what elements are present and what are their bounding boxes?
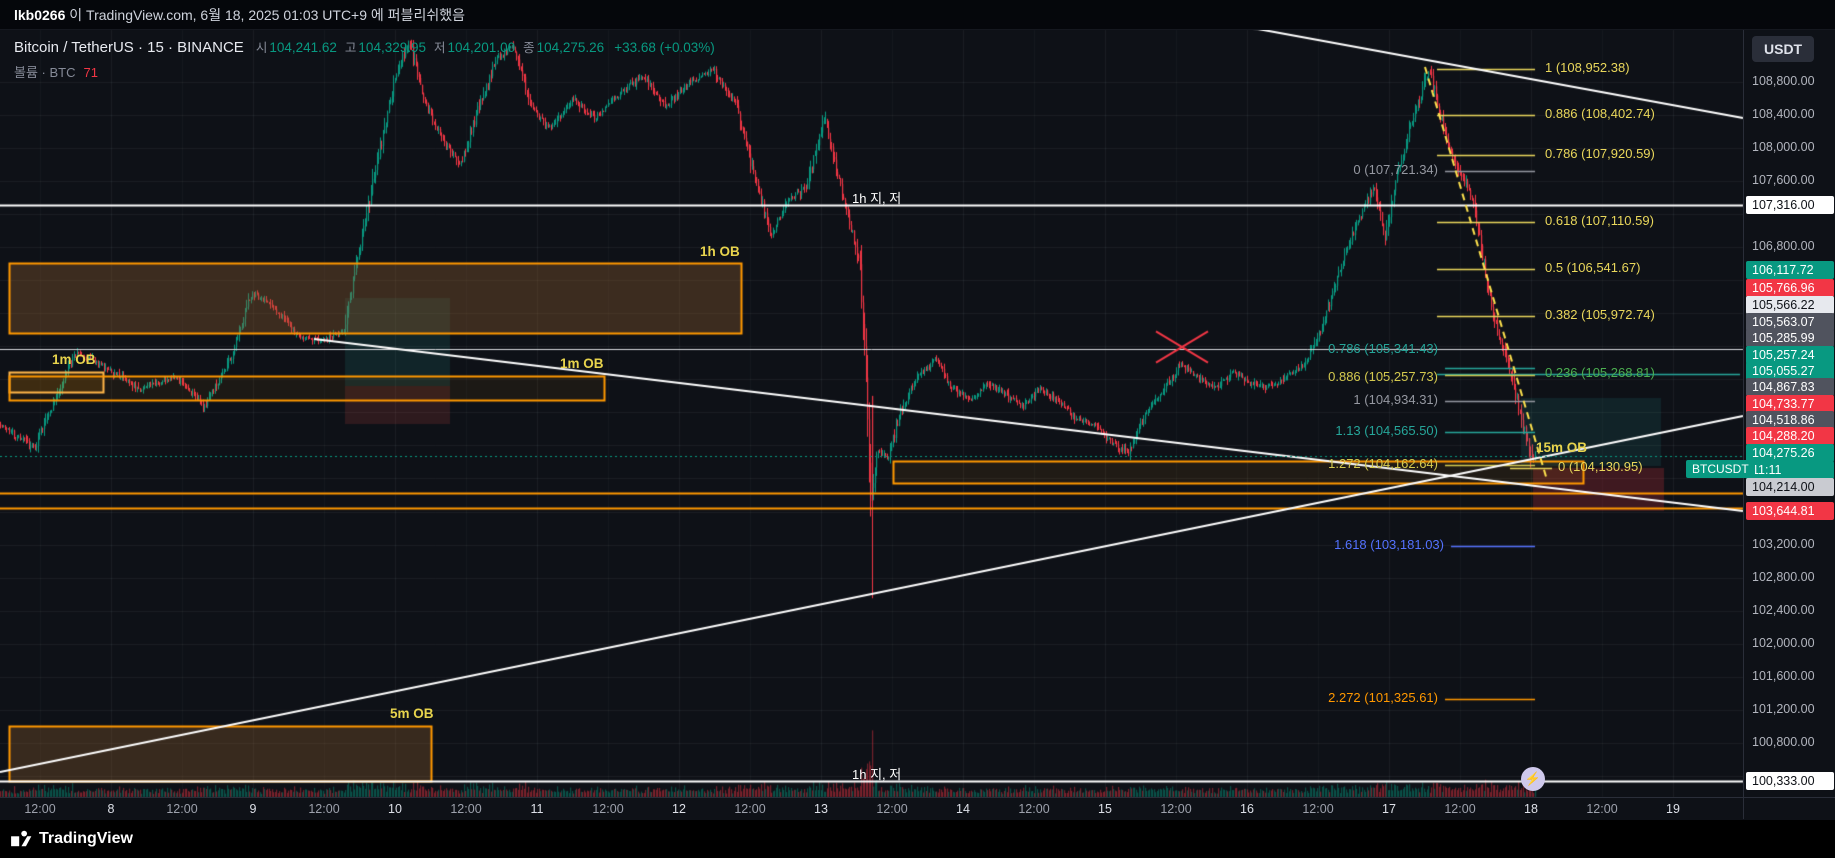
- price-axis-label: 102,400.00: [1752, 602, 1815, 617]
- volume-label[interactable]: 볼륨 · BTC: [14, 65, 76, 80]
- footer-bar: TradingView: [0, 820, 1835, 858]
- price-axis-tag: 105,563.07: [1746, 313, 1834, 331]
- close-value: 104,275.26: [536, 40, 605, 55]
- price-axis-tag: 104,733.77: [1746, 395, 1834, 413]
- time-axis-label: 12:00: [24, 802, 56, 816]
- price-axis[interactable]: 108,800.00 108,400.00 108,000.00 107,600.00…: [1743, 30, 1835, 819]
- time-axis-label: 14: [956, 802, 970, 816]
- time-axis-label: 12:00: [166, 802, 198, 816]
- price-axis-label: 108,400.00: [1752, 107, 1815, 122]
- open-value: 104,241.62: [269, 40, 337, 55]
- currency-badge[interactable]: USDT: [1752, 36, 1815, 62]
- time-axis-label: 12:00: [592, 802, 624, 816]
- time-axis-label: 11: [530, 802, 544, 816]
- time-axis-label: 9: [249, 802, 257, 816]
- low-label: 저: [434, 41, 446, 55]
- time-axis-label: 8: [107, 802, 115, 816]
- price-axis-tag: 105,257.24: [1746, 346, 1834, 364]
- low-value: 104,201.00: [447, 40, 516, 55]
- time-axis-label: 12:00: [1160, 802, 1192, 816]
- tradingview-logo-icon: [11, 830, 32, 847]
- publish-info-text: 이 TradingView.com, 6월 18, 2025 01:03 UTC…: [65, 6, 465, 23]
- publish-bar: lkb0266 이 TradingView.com, 6월 18, 2025 0…: [0, 0, 1835, 30]
- time-axis-label: 10: [388, 802, 402, 816]
- volume-value: 71: [83, 65, 98, 80]
- open-label: 시: [255, 41, 268, 55]
- price-axis-tag: 104,288.20: [1746, 427, 1834, 445]
- ohlc-readout: 시 104,241.62 고 104,329.95 저 104,201.00 종 104…: [256, 37, 715, 56]
- price-axis-tag: 107,316.00: [1746, 196, 1834, 214]
- time-axis-label: 19: [1666, 802, 1680, 816]
- time-axis-label: 12:00: [450, 802, 482, 816]
- price-axis-label: 103,200.00: [1752, 536, 1815, 551]
- time-axis-label: 12:00: [1444, 802, 1476, 816]
- reaction-icon[interactable]: ⚡: [1521, 767, 1545, 791]
- price-axis-tag: 106,117.72: [1746, 261, 1834, 279]
- time-axis-label: 17: [1382, 802, 1396, 816]
- price-axis-label: 100,800.00: [1752, 734, 1815, 749]
- price-axis-label: 102,000.00: [1752, 635, 1815, 650]
- time-axis-label: 12: [672, 802, 686, 816]
- price-axis-tag: 11:11: [1746, 461, 1834, 479]
- price-axis-tag: 104,275.26: [1746, 444, 1834, 462]
- price-axis-tag: 104,214.00: [1746, 478, 1834, 496]
- price-axis-label: 106,800.00: [1752, 239, 1815, 254]
- time-axis-label: 15: [1098, 802, 1112, 816]
- price-axis-label: 107,600.00: [1752, 173, 1815, 188]
- price-axis-label: 102,800.00: [1752, 569, 1815, 584]
- price-axis-label: 108,000.00: [1752, 140, 1815, 155]
- price-axis-tag: 104,867.83: [1746, 378, 1834, 396]
- time-axis-label: 12:00: [734, 802, 766, 816]
- time-axis-label: 12:00: [876, 802, 908, 816]
- publisher-username[interactable]: lkb0266: [14, 6, 66, 23]
- price-axis-tag: 105,566.22: [1746, 296, 1834, 314]
- symbol-price-tag: BTCUSDT: [1686, 460, 1755, 478]
- time-axis-label: 12:00: [1586, 802, 1618, 816]
- high-label: 고: [344, 41, 357, 55]
- price-axis-tag: 103,644.81: [1746, 502, 1834, 520]
- time-axis-label: 12:00: [1302, 802, 1334, 816]
- tradingview-logo[interactable]: TradingView: [10, 830, 133, 848]
- change-value: +33.68 (+0.03%): [614, 40, 715, 55]
- price-axis-tag: 105,055.27: [1746, 362, 1834, 380]
- price-axis-tag: 100,333.00: [1746, 772, 1834, 790]
- symbol-title[interactable]: Bitcoin / TetherUS · 15 · BINANCE: [14, 39, 244, 56]
- price-axis-label: 101,200.00: [1752, 701, 1815, 716]
- price-axis-label: 108,800.00: [1752, 74, 1815, 88]
- time-axis-label: 13: [814, 802, 828, 816]
- close-label: 종: [523, 41, 535, 55]
- price-axis-tag: 104,518.86: [1746, 411, 1834, 429]
- time-axis-label: 12:00: [308, 802, 340, 816]
- time-axis-label: 12:00: [1018, 802, 1050, 816]
- time-axis-label: 16: [1240, 802, 1254, 816]
- tradingview-logo-text: TradingView: [39, 830, 133, 847]
- price-axis-tag: 105,285.99: [1746, 329, 1834, 347]
- price-axis-tag: 105,766.96: [1746, 279, 1834, 297]
- time-axis-label: 18: [1524, 802, 1538, 816]
- price-axis-label: 101,600.00: [1752, 668, 1815, 683]
- chart-header: Bitcoin / TetherUS · 15 · BINANCE 시 104,2…: [14, 37, 715, 81]
- high-value: 104,329.95: [358, 40, 426, 55]
- time-axis[interactable]: 12:00 8 12:00 9 12:00 10 12:00 11 12:00 12 12:00 13…: [0, 797, 1835, 819]
